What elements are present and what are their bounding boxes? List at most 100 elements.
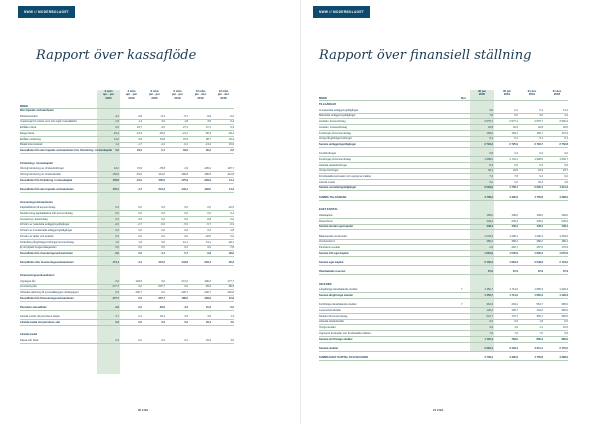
cell-value: 176,4 xyxy=(112,187,120,191)
cell-value: 249,4 xyxy=(536,219,544,223)
row-label: Summa omsättningstillgångar xyxy=(319,186,357,190)
cell-value: 0,4 xyxy=(514,152,518,156)
row-label: Långfristiga räntebärande skulder xyxy=(319,288,358,292)
row-label: Ökning/minskning av rörelsefordringar xyxy=(20,167,64,171)
cell-value: 406,2 xyxy=(204,279,212,283)
cell-value: 0,8 xyxy=(489,108,493,112)
cell-value: 33,4 xyxy=(537,180,543,184)
row-label: TILLGÅNGAR xyxy=(319,103,337,106)
cell-value: 2 752,8 xyxy=(559,142,568,146)
cell-value: 1 296,1 xyxy=(534,234,543,238)
cell-value: 0,0 xyxy=(115,279,119,283)
row-label: Likvida medel vid periodens början xyxy=(20,315,60,318)
cell-value: 1 723,1 xyxy=(509,157,518,161)
cell-value: 33,9 xyxy=(182,148,188,152)
note-ref: 7 xyxy=(461,288,463,292)
cell-value: 0,0 xyxy=(138,285,142,289)
cell-value: 448,4 xyxy=(561,225,569,229)
cell-value: 0,8 xyxy=(489,152,493,156)
cell-value: -143,1 xyxy=(180,187,188,191)
table-row: Materiella anläggningstillgångar 7,8 5,2 3,… xyxy=(319,113,568,118)
cell-value: 6,1 xyxy=(489,137,493,141)
row-label: Periodens kassaflöde xyxy=(20,305,47,309)
cell-value: 169,7 xyxy=(536,131,544,135)
page-header: NWW // MODERBOLAGET xyxy=(18,6,76,18)
cell-value: 0,0 xyxy=(184,212,188,215)
row-label: Investering i dotterbolag xyxy=(20,217,48,221)
subtotal-row: TILLGÅNGAR xyxy=(319,102,568,107)
row-label: Överkursfond xyxy=(319,240,335,244)
row-label: Reservfond xyxy=(319,219,333,223)
cell-value: -3,6 xyxy=(114,305,119,309)
cell-value: -2,2 xyxy=(229,305,234,309)
cell-value: 4,5 xyxy=(230,339,234,343)
cell-value: -21,1 xyxy=(182,131,188,135)
cell-value: -50,3 xyxy=(205,131,211,135)
cell-value: 7,9 xyxy=(489,331,493,335)
cell-value: -4,4 xyxy=(137,261,142,265)
row-label: EGET KAPITAL xyxy=(319,208,338,212)
subtotal-row: Summa fritt eget kapital 1 681,9 1 535,9 1 … xyxy=(319,251,568,256)
cell-value: -13,4 xyxy=(205,143,211,147)
row-label: Den löpande verksamheten xyxy=(20,109,54,112)
cell-value: -207,7 xyxy=(157,285,165,289)
cell-value: -180,8 xyxy=(180,173,188,176)
cell-value: 1 681,9 xyxy=(484,251,493,255)
cell-value: -4,1 xyxy=(160,251,165,255)
row-label: Likvida medel xyxy=(319,180,335,184)
cell-value: -10,5 xyxy=(228,206,234,210)
cell-value: 1 120,4 xyxy=(484,337,493,341)
cell-value: 383,6 xyxy=(561,314,569,318)
row-label: Likvida medel xyxy=(20,333,38,337)
cell-value: 24,2 xyxy=(136,148,142,152)
column-header: 3 mån apr - jun 2019 xyxy=(121,89,142,100)
cell-value: 2 794,3 xyxy=(484,142,493,146)
cell-value: -105,2 xyxy=(203,167,211,171)
cell-value: -102,8 xyxy=(226,290,234,294)
cell-value: 0,0 xyxy=(138,217,142,221)
cell-value: 0,2 xyxy=(161,320,165,324)
table-row: Överkursfond 480,2 480,2 480,2 480,2 xyxy=(319,239,568,244)
column-header-line: 2020 xyxy=(105,95,112,100)
row-label: Förvärv av immateriella anläggningstillg… xyxy=(20,229,73,233)
balance-sheet-page: NWW // MODERBOLAGET Rapport över finansi… xyxy=(300,0,600,424)
cell-value: 9,4 xyxy=(539,174,543,178)
cell-value: 0,0 xyxy=(161,234,165,238)
cell-value: 1,6 xyxy=(514,326,518,330)
cell-value: 67,9 xyxy=(487,270,493,273)
table-row: Betald inkomstskatt 1,4 -1,7 -4,2 -6,1 -13,4 1… xyxy=(20,142,234,147)
table-row: Investering i dotterbolag 0,0 0,0 0,0 0,0 -0,… xyxy=(20,217,234,222)
row-label: Aktiekapital xyxy=(319,213,333,217)
row-label: Rörelseresultat xyxy=(20,114,38,118)
cell-value: 0,0 xyxy=(161,212,165,215)
cell-value: -9,9 xyxy=(206,251,211,255)
cell-value: 480,2 xyxy=(561,240,569,244)
row-label: Förvärv av aktier och andelar xyxy=(20,234,54,238)
cell-value: -143,8 xyxy=(180,261,188,265)
cell-value: 1,0 xyxy=(115,240,119,244)
row-label: Balanserade vinstmedel xyxy=(319,234,347,238)
cell-value: 0,0 xyxy=(115,212,119,215)
row-label: Summa eget kapital xyxy=(319,260,344,264)
row-label: Förändring långfristiga fordringar konce… xyxy=(20,240,74,244)
cell-value: 9,9 xyxy=(138,137,142,141)
cell-value: 1 254,6 xyxy=(559,234,568,238)
cell-value: 0,2 xyxy=(161,339,165,343)
cell-value: -229,9 xyxy=(203,178,211,182)
cell-value: -203,4 xyxy=(203,261,211,265)
table-row: Ökning/minskning av rörelseskulder 163,6 -… xyxy=(20,172,234,177)
column-header-line: 6 mån xyxy=(150,89,159,93)
cell-value: 0,0 xyxy=(115,126,119,130)
cell-value: 4,0 xyxy=(161,120,165,124)
row-label: Erhållen ränta xyxy=(20,126,37,130)
table-row: Andelar i koncernbolag 2 575,7 2 577,1 2 57… xyxy=(319,119,568,124)
table-row: Balanserade vinstmedel 1 203,3 1 295,1 1 29… xyxy=(319,234,568,239)
cell-value: 0,0 xyxy=(161,279,165,283)
cell-value: 4 750,8 xyxy=(534,195,543,199)
column-header-line: 3 mån xyxy=(127,89,136,93)
table-row: Förändring långfristiga fordringar konce… xyxy=(20,240,234,245)
table-row: Långfristiga räntebärande skulder 7 1 452,… xyxy=(319,287,568,292)
cell-value: 7,5 xyxy=(539,331,543,335)
column-header: 31 dec 2018 xyxy=(546,89,568,97)
subtotal-row: Kassaflöde från den löpande verksamheten… xyxy=(20,187,234,192)
